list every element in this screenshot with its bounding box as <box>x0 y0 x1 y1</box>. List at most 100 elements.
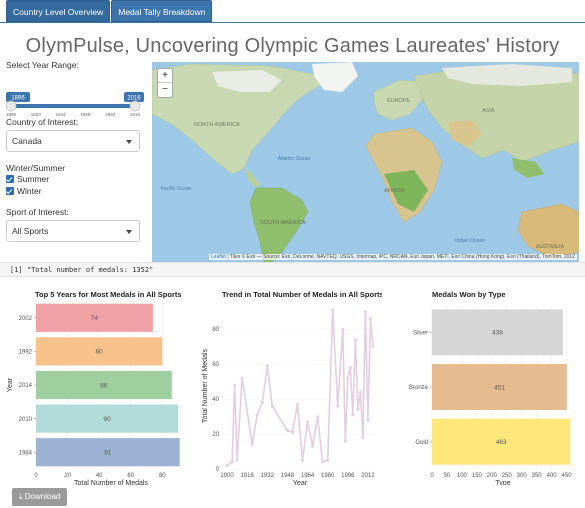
slider-max-handle[interactable] <box>129 100 141 112</box>
data-point <box>346 376 350 380</box>
map-label: ASIA <box>482 108 495 114</box>
zoom-control: + − <box>157 68 173 98</box>
data-point <box>343 439 347 443</box>
map-label: NORTH AMERICA <box>194 122 240 128</box>
data-point <box>295 402 299 406</box>
bar-value-label: 451 <box>494 384 505 391</box>
slider-min-handle[interactable] <box>6 100 17 112</box>
y-tick-label: Bronze <box>409 385 429 391</box>
x-tick-label: 1964 <box>301 473 315 479</box>
x-tick-label: 1996 <box>341 473 355 479</box>
tab-bar: Country Level Overview Medal Tally Break… <box>6 0 213 22</box>
download-button[interactable]: ⤓ Download <box>12 488 68 506</box>
chart-title: Top 5 Years for Most Medals in All Sport… <box>35 290 182 299</box>
zoom-in-button[interactable]: + <box>158 69 172 83</box>
bar-value-label: 463 <box>496 439 507 446</box>
data-point <box>301 458 305 462</box>
x-axis-label: Type <box>495 480 510 485</box>
slider-tick-label: 1944 <box>56 112 67 116</box>
year-range-slider[interactable]: 1896 2016 1896 1920 1944 1968 1992 2016 <box>6 76 144 116</box>
x-tick-label: 2012 <box>361 473 375 479</box>
bar-value-label: 91 <box>104 450 112 457</box>
chevron-down-icon <box>126 140 132 144</box>
bar-value-label: 74 <box>91 315 99 322</box>
slider-tick-label: 1920 <box>31 112 42 116</box>
x-tick-label: 100 <box>457 473 468 479</box>
x-tick-label: 0 <box>34 473 38 479</box>
bar <box>432 309 563 356</box>
data-point <box>235 458 239 462</box>
data-point <box>371 345 375 349</box>
country-select[interactable]: Canada <box>6 130 140 152</box>
x-tick-label: 1916 <box>240 473 254 479</box>
x-tick-label: 200 <box>487 473 498 479</box>
map-attribution: Leaflet | Tiles © Esri — Source: Esri, D… <box>208 254 577 260</box>
x-tick-label: 40 <box>96 473 103 479</box>
x-tick-label: 20 <box>64 473 71 479</box>
tab-country-level-overview[interactable]: Country Level Overview <box>6 0 111 22</box>
map-label: Pacific Ocean <box>161 186 192 192</box>
medal-trend-chart: Trend in Total Number of Medals in All S… <box>202 290 382 485</box>
bar <box>36 404 179 433</box>
chart-title: Medals Won by Type <box>432 290 505 299</box>
data-point <box>341 327 345 331</box>
y-tick-label: 2010 <box>19 417 33 423</box>
x-tick-label: 400 <box>547 473 558 479</box>
slider-tick-label: 1968 <box>80 112 91 116</box>
x-tick-label: 450 <box>562 473 573 479</box>
top5-years-chart: Top 5 Years for Most Medals in All Sport… <box>7 290 186 485</box>
map-tiles: NORTH AMERICA EUROPE ASIA Atlantic Ocean… <box>152 62 579 262</box>
map-label: AFRICA <box>384 188 405 194</box>
chevron-down-icon <box>126 230 132 234</box>
y-tick-label: 1984 <box>19 450 33 456</box>
sport-label: Sport of Interest: <box>6 207 69 217</box>
tab-medal-tally-breakdown[interactable]: Medal Tally Breakdown <box>111 0 213 22</box>
bar-value-label: 438 <box>492 330 503 337</box>
year-range-label: Select Year Range: <box>6 60 79 70</box>
data-point <box>358 390 362 394</box>
season-option-label: Summer <box>17 174 50 184</box>
download-label: Download <box>24 492 61 501</box>
data-point <box>348 366 352 370</box>
y-tick-label: Silver <box>413 331 428 337</box>
sport-select[interactable]: All Sports <box>6 220 140 242</box>
data-point <box>311 444 315 448</box>
data-point <box>260 401 264 405</box>
bar <box>36 303 153 332</box>
y-tick-label: Gold <box>415 440 428 446</box>
leaflet-link[interactable]: Leaflet <box>210 254 226 260</box>
world-map[interactable]: NORTH AMERICA EUROPE ASIA Atlantic Ocean… <box>152 62 579 262</box>
data-point <box>326 458 330 462</box>
y-tick-label: 1992 <box>19 350 33 356</box>
data-point <box>240 376 244 380</box>
data-point <box>306 420 310 424</box>
data-point <box>250 443 254 447</box>
data-point <box>353 338 357 342</box>
y-tick-label: 0 <box>216 467 220 473</box>
bar <box>36 337 163 366</box>
season-checkbox-summer[interactable]: Summer <box>6 174 49 184</box>
data-point <box>336 404 340 408</box>
x-tick-label: 300 <box>517 473 528 479</box>
slider-tick-label: 2016 <box>130 112 141 116</box>
checkbox-checked-icon[interactable] <box>6 175 14 183</box>
data-point <box>356 408 360 412</box>
data-point <box>316 415 320 419</box>
bar-value-label: 90 <box>103 416 111 423</box>
season-label: Winter/Summer <box>6 163 66 173</box>
bar-value-label: 86 <box>100 382 108 389</box>
bar <box>36 438 180 467</box>
map-label: Indian Ocean <box>455 238 485 244</box>
data-point <box>265 364 269 368</box>
y-axis-label: Total Number of Medals <box>202 349 209 423</box>
x-tick-label: 50 <box>444 473 451 479</box>
season-checkbox-winter[interactable]: Winter <box>6 186 42 196</box>
data-point <box>230 460 234 464</box>
bar <box>432 418 571 465</box>
zoom-out-button[interactable]: − <box>162 84 168 95</box>
season-option-label: Winter <box>17 186 42 196</box>
checkbox-checked-icon[interactable] <box>6 187 14 195</box>
data-point <box>270 404 274 408</box>
x-tick-label: 80 <box>159 473 166 479</box>
data-point <box>285 429 289 433</box>
